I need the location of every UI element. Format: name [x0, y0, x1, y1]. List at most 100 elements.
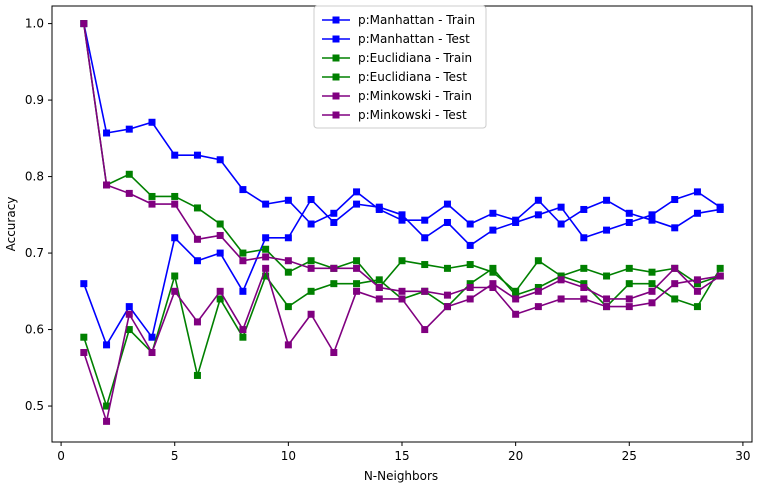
series-point-p-minkowski-test [466, 295, 474, 303]
series-point-p-euclidiana-train [353, 257, 361, 265]
legend-label: p:Euclidiana - Train [358, 51, 472, 65]
series-point-p-minkowski-test [103, 417, 111, 425]
series-point-p-euclidiana-test [534, 283, 542, 291]
series-point-p-minkowski-test [284, 341, 292, 349]
series-point-p-minkowski-test [239, 326, 247, 334]
series-point-p-manhattan-train [239, 186, 247, 194]
legend: p:Manhattan - Train p:Manhattan - Test p:E… [313, 5, 487, 129]
series-point-p-minkowski-train [580, 295, 588, 303]
series-point-p-manhattan-test [284, 234, 292, 242]
series-point-p-euclidiana-train [648, 268, 656, 276]
series-point-p-manhattan-test [443, 218, 451, 226]
series-point-p-euclidiana-train [421, 261, 429, 269]
legend-swatch-marker [332, 35, 340, 43]
series-point-p-euclidiana-train [625, 264, 633, 272]
series-point-p-euclidiana-train [148, 192, 156, 200]
legend-label: p:Manhattan - Test [358, 32, 470, 46]
series-point-p-euclidiana-test [80, 333, 88, 341]
series-point-p-euclidiana-test [375, 276, 383, 284]
series-point-p-minkowski-test [557, 276, 565, 284]
series-point-p-euclidiana-test [216, 295, 224, 303]
series-point-p-manhattan-train [443, 200, 451, 208]
legend-entry-p-euclidiana-train: p:Euclidiana - Train [322, 51, 472, 65]
series-point-p-manhattan-train [421, 216, 429, 224]
series-point-p-minkowski-train [534, 303, 542, 311]
series-point-p-euclidiana-test [557, 272, 565, 280]
legend-entry-p-manhattan-train: p:Manhattan - Train [322, 13, 475, 27]
series-point-p-minkowski-train [353, 264, 361, 272]
series-point-p-minkowski-test [307, 310, 315, 318]
series-point-p-minkowski-train [625, 303, 633, 311]
legend-entry-p-minkowski-train: p:Minkowski - Train [322, 89, 472, 103]
legend-swatch-marker [332, 16, 340, 24]
series-point-p-euclidiana-test [489, 264, 497, 272]
series-point-p-euclidiana-train [489, 268, 497, 276]
series-point-p-minkowski-train [443, 291, 451, 299]
series-point-p-euclidiana-train [534, 257, 542, 265]
series-point-p-minkowski-test [330, 349, 338, 357]
x-tick-label: 0 [57, 449, 65, 463]
series-point-p-manhattan-test [307, 196, 315, 204]
series-point-p-euclidiana-train [603, 272, 611, 280]
series-point-p-minkowski-train [330, 264, 338, 272]
legend-entries: p:Manhattan - Train p:Manhattan - Test p:E… [322, 13, 475, 122]
series-point-p-manhattan-train [330, 209, 338, 217]
legend-box [313, 5, 487, 129]
legend-swatch-marker [332, 111, 340, 119]
series-point-p-minkowski-train [648, 299, 656, 307]
series-point-p-euclidiana-train [443, 264, 451, 272]
series-point-p-manhattan-test [716, 203, 724, 211]
series-point-p-minkowski-train [262, 253, 270, 261]
series-point-p-minkowski-test [80, 349, 88, 357]
series-point-p-minkowski-train [489, 283, 497, 291]
series-point-p-minkowski-train [216, 231, 224, 239]
series-point-p-minkowski-test [534, 287, 542, 295]
series-point-p-manhattan-test [557, 203, 565, 211]
series-point-p-manhattan-test [534, 211, 542, 219]
series-point-p-minkowski-train [375, 283, 383, 291]
series-point-p-manhattan-train [125, 125, 133, 133]
series-point-p-minkowski-test [171, 287, 179, 295]
series-point-p-manhattan-train [193, 151, 201, 159]
series-point-p-minkowski-test [443, 303, 451, 311]
series-point-p-euclidiana-test [648, 280, 656, 288]
x-axis: 0 5 10 15 20 25 30 [57, 442, 751, 463]
series-point-p-euclidiana-test [125, 326, 133, 334]
series-point-p-euclidiana-test [625, 280, 633, 288]
series-point-p-euclidiana-test [693, 303, 701, 311]
y-tick-label: 0.7 [25, 246, 44, 260]
series-p-minkowski-test [80, 264, 724, 425]
series-point-p-euclidiana-train [171, 192, 179, 200]
series-point-p-manhattan-test [648, 211, 656, 219]
series-point-p-manhattan-test [693, 188, 701, 196]
legend-swatch-marker [332, 54, 340, 62]
series-point-p-euclidiana-test [284, 303, 292, 311]
y-tick-label: 1.0 [25, 17, 44, 31]
series-point-p-manhattan-test [330, 218, 338, 226]
series-point-p-manhattan-test [216, 249, 224, 257]
series-point-p-manhattan-train [603, 196, 611, 204]
series-point-p-manhattan-test [466, 241, 474, 249]
series-point-p-minkowski-test [648, 287, 656, 295]
series-point-p-euclidiana-test [353, 280, 361, 288]
series-point-p-manhattan-test [398, 211, 406, 219]
legend-entry-p-manhattan-test: p:Manhattan - Test [322, 32, 470, 46]
x-tick-label: 20 [508, 449, 523, 463]
series-point-p-minkowski-test [580, 283, 588, 291]
series-point-p-manhattan-train [580, 205, 588, 213]
y-tick-label: 0.9 [25, 93, 44, 107]
series-point-p-minkowski-train [239, 257, 247, 265]
series-point-p-manhattan-test [421, 234, 429, 242]
series-point-p-minkowski-test [693, 287, 701, 295]
series-point-p-euclidiana-test [171, 272, 179, 280]
y-tick-label: 0.8 [25, 170, 44, 184]
series-point-p-manhattan-test [512, 218, 520, 226]
series-point-p-minkowski-train [171, 200, 179, 208]
series-point-p-minkowski-test [193, 318, 201, 326]
series-point-p-manhattan-test [625, 218, 633, 226]
series-point-p-euclidiana-train [239, 249, 247, 257]
series-point-p-minkowski-test [716, 272, 724, 280]
series-point-p-minkowski-train [307, 264, 315, 272]
series-point-p-manhattan-test [80, 280, 88, 288]
series-point-p-minkowski-test [125, 310, 133, 318]
